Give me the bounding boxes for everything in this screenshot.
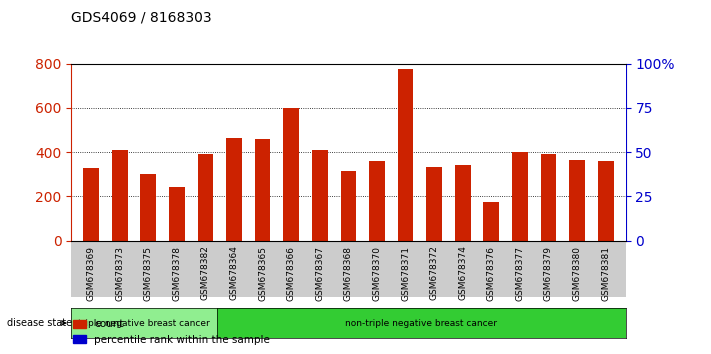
Bar — [455, 166, 471, 241]
Bar — [255, 139, 270, 241]
Bar — [570, 160, 585, 241]
Point — [114, 103, 125, 109]
Text: triple negative breast cancer: triple negative breast cancer — [78, 319, 210, 327]
Bar — [83, 168, 99, 241]
Bar — [369, 161, 385, 241]
Point — [343, 112, 354, 118]
Text: disease state: disease state — [7, 318, 73, 328]
Text: non-triple negative breast cancer: non-triple negative breast cancer — [346, 319, 498, 327]
Point — [371, 91, 383, 97]
Bar — [598, 161, 614, 241]
Point — [514, 105, 525, 111]
Point — [572, 105, 583, 111]
Point — [486, 137, 497, 143]
Point — [542, 105, 554, 111]
Point — [257, 96, 268, 102]
Point — [200, 98, 211, 104]
Bar — [112, 150, 127, 241]
Text: GDS4069 / 8168303: GDS4069 / 8168303 — [71, 11, 212, 25]
Point — [228, 95, 240, 100]
Point — [457, 112, 469, 118]
Bar — [226, 138, 242, 241]
Bar — [341, 171, 356, 241]
Bar — [198, 154, 213, 241]
Bar — [512, 152, 528, 241]
Point — [171, 123, 183, 129]
Point — [400, 87, 411, 93]
Point — [429, 110, 440, 116]
Point — [314, 109, 326, 114]
Bar — [284, 108, 299, 241]
Bar — [397, 69, 413, 241]
Bar — [427, 167, 442, 241]
Point — [600, 86, 611, 91]
Legend: count, percentile rank within the sample: count, percentile rank within the sample — [69, 315, 274, 349]
Point — [286, 105, 297, 111]
Point — [85, 114, 97, 120]
Bar — [483, 202, 499, 241]
Bar — [141, 174, 156, 241]
Bar — [169, 187, 185, 241]
Bar — [540, 154, 556, 241]
Point — [143, 118, 154, 123]
Bar — [312, 150, 328, 241]
